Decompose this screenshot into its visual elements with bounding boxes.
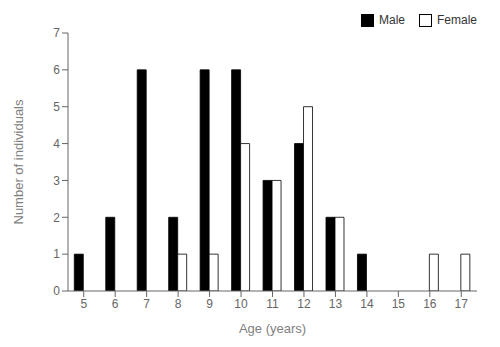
svg-text:Age (years): Age (years)	[239, 321, 306, 336]
svg-text:13: 13	[329, 297, 343, 311]
svg-text:5: 5	[53, 100, 60, 114]
svg-text:9: 9	[206, 297, 213, 311]
svg-text:5: 5	[80, 297, 87, 311]
svg-text:0: 0	[53, 284, 60, 298]
svg-text:17: 17	[455, 297, 469, 311]
svg-text:2: 2	[53, 211, 60, 225]
svg-text:7: 7	[53, 26, 60, 40]
html-text:Female: Female	[437, 13, 477, 27]
html-text:Male: Male	[379, 13, 405, 27]
svg-text:6: 6	[112, 297, 119, 311]
svg-text:4: 4	[53, 137, 60, 151]
svg-text:12: 12	[297, 297, 311, 311]
svg-text:15: 15	[392, 297, 406, 311]
svg-text:14: 14	[360, 297, 374, 311]
svg-text:16: 16	[423, 297, 437, 311]
svg-text:Number of individuals: Number of individuals	[11, 99, 26, 225]
svg-text:7: 7	[143, 297, 150, 311]
svg-text:11: 11	[266, 297, 279, 311]
svg-text:8: 8	[175, 297, 182, 311]
svg-text:10: 10	[234, 297, 248, 311]
svg-text:6: 6	[53, 63, 60, 77]
svg-text:3: 3	[53, 174, 60, 188]
svg-text:1: 1	[53, 247, 60, 261]
